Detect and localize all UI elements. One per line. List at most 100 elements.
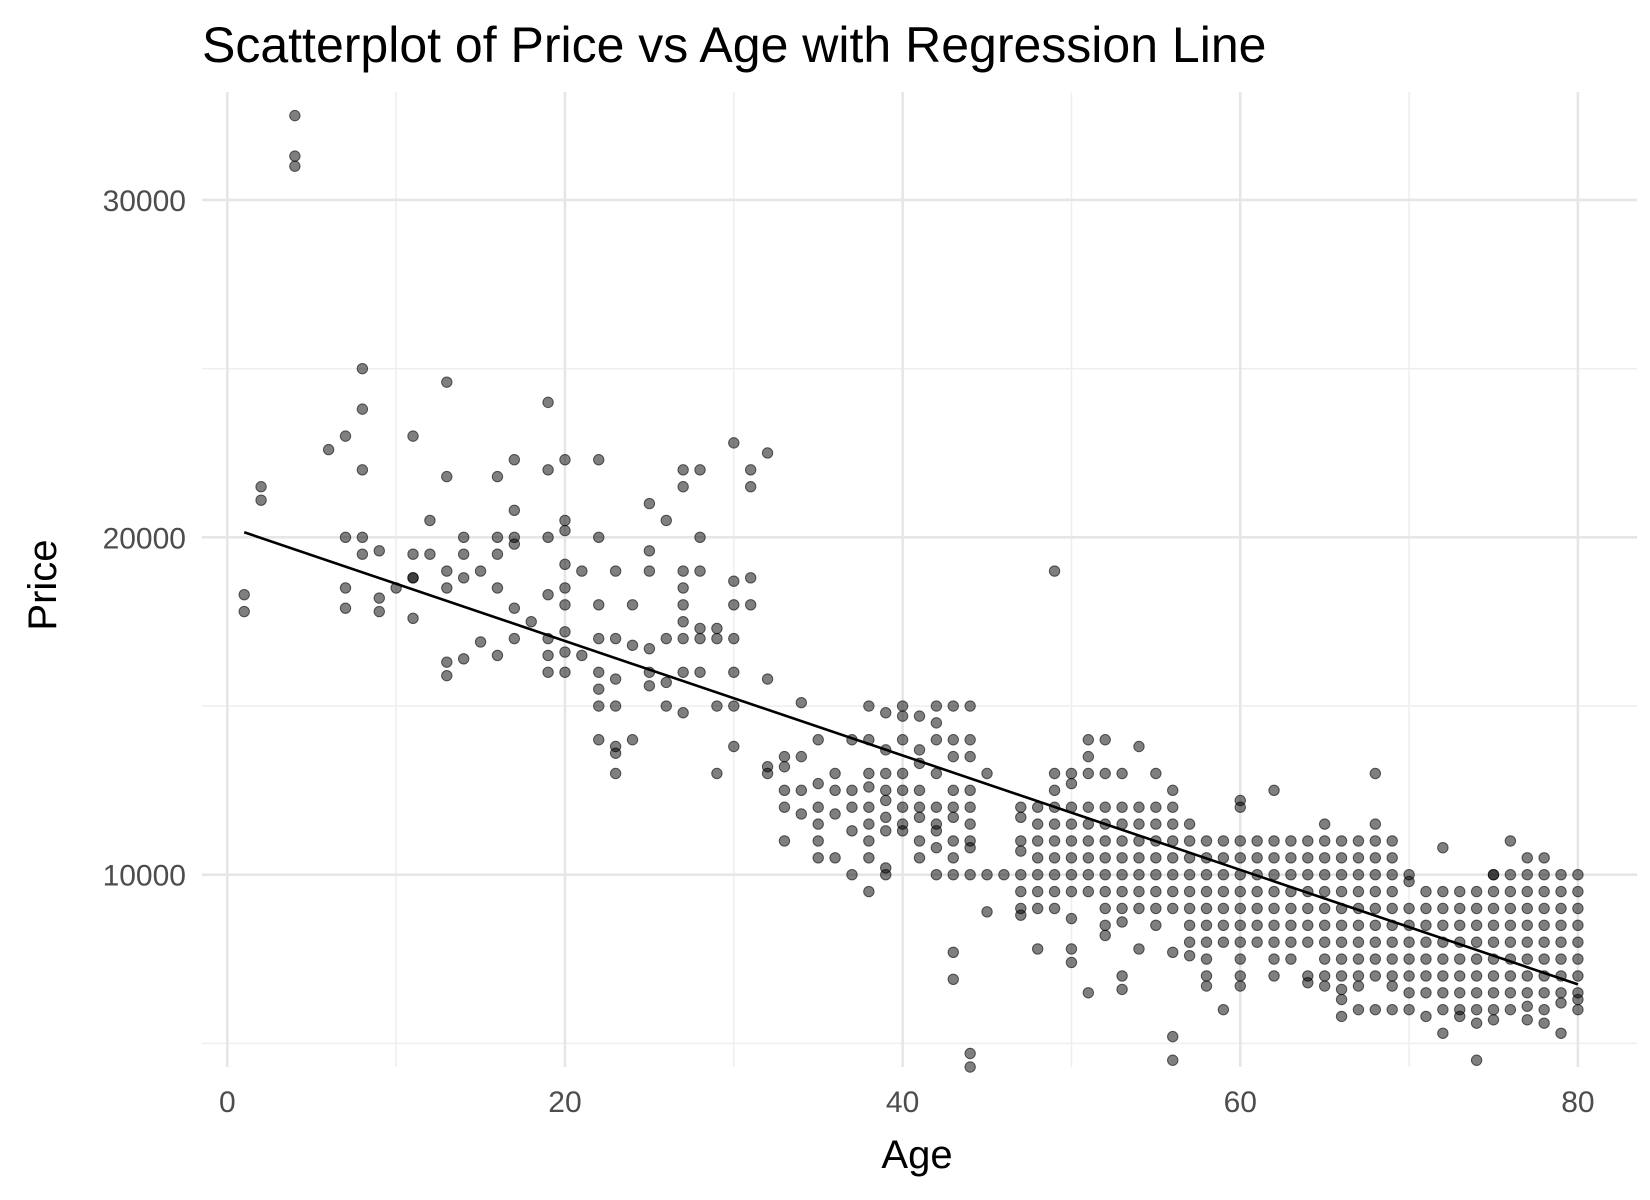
data-point <box>559 524 571 537</box>
data-point <box>1335 1010 1348 1023</box>
data-point <box>1116 801 1128 813</box>
data-point <box>1555 919 1567 932</box>
data-point <box>1048 852 1061 864</box>
data-point <box>1521 953 1533 965</box>
data-point <box>1437 987 1449 999</box>
data-point <box>1167 1054 1179 1066</box>
data-point <box>1335 983 1348 996</box>
data-point <box>1352 868 1365 881</box>
data-point <box>1470 970 1483 982</box>
data-point <box>1285 953 1297 965</box>
data-points <box>238 109 1584 1073</box>
data-point <box>846 801 858 813</box>
data-point <box>559 646 571 658</box>
data-point <box>1150 767 1162 780</box>
data-point <box>711 632 723 645</box>
data-point <box>1065 885 1078 898</box>
data-point <box>1234 801 1246 813</box>
data-point <box>964 750 976 763</box>
data-point <box>1420 919 1432 932</box>
data-point <box>289 160 301 172</box>
data-point <box>1217 1003 1230 1016</box>
data-point <box>1150 852 1162 864</box>
data-point <box>576 649 588 662</box>
data-point <box>407 612 419 624</box>
data-point <box>880 707 892 719</box>
data-point <box>339 602 352 614</box>
data-point <box>694 622 706 635</box>
data-point <box>981 906 993 918</box>
data-point <box>1183 835 1196 847</box>
data-point <box>559 558 571 571</box>
data-point <box>1031 943 1044 955</box>
data-point <box>1200 885 1213 898</box>
data-point <box>1183 818 1196 830</box>
data-point <box>1437 885 1449 898</box>
data-point <box>1302 919 1314 932</box>
data-point <box>1268 919 1280 932</box>
x-tick-label: 60 <box>1224 1086 1257 1119</box>
data-point <box>1369 767 1382 780</box>
data-point <box>1302 902 1314 915</box>
data-point <box>1521 1000 1533 1012</box>
data-point <box>474 636 487 648</box>
data-point <box>508 454 521 466</box>
data-point <box>609 700 622 712</box>
data-point <box>930 717 943 729</box>
data-point <box>1234 980 1246 992</box>
data-point <box>930 842 943 854</box>
data-point <box>1133 943 1145 955</box>
data-point <box>1031 852 1044 864</box>
data-point <box>1183 885 1196 898</box>
data-point <box>677 599 689 611</box>
data-point <box>728 599 740 611</box>
data-point <box>1487 902 1500 915</box>
data-point <box>947 946 959 958</box>
data-point <box>1352 936 1365 948</box>
data-point <box>289 109 301 122</box>
data-point <box>373 605 385 618</box>
data-point <box>1572 993 1584 1006</box>
data-point <box>1031 902 1044 915</box>
data-point <box>1082 852 1095 864</box>
data-point <box>1369 1003 1382 1016</box>
data-point <box>1454 970 1466 982</box>
data-point <box>1470 987 1483 999</box>
data-point <box>1200 902 1213 915</box>
data-point <box>542 396 554 409</box>
x-tick-label: 80 <box>1561 1086 1594 1119</box>
data-point <box>1251 885 1263 898</box>
data-point <box>1538 987 1550 999</box>
data-point <box>609 632 622 645</box>
data-point <box>1048 565 1061 577</box>
data-point <box>778 835 791 847</box>
data-point <box>1470 1017 1483 1029</box>
data-point <box>1386 970 1398 982</box>
data-point <box>1487 919 1500 932</box>
data-point <box>1335 953 1348 965</box>
data-point <box>947 734 959 746</box>
data-point <box>1200 953 1213 965</box>
data-point <box>1217 868 1230 881</box>
data-point <box>1437 1027 1449 1039</box>
data-point <box>930 868 943 881</box>
data-point <box>728 632 740 645</box>
data-point <box>947 750 959 763</box>
data-point <box>744 481 757 493</box>
data-point <box>1015 811 1027 824</box>
data-point <box>356 531 369 544</box>
data-point <box>1251 936 1263 948</box>
data-point <box>1504 902 1517 915</box>
data-point <box>677 666 689 678</box>
data-point <box>1369 835 1382 847</box>
data-point <box>457 572 470 584</box>
data-point <box>373 545 385 557</box>
data-point <box>1335 919 1348 932</box>
data-point <box>1572 936 1584 948</box>
data-point <box>441 582 453 594</box>
data-point <box>1116 983 1128 996</box>
data-point <box>1099 801 1111 813</box>
data-point <box>643 565 656 577</box>
data-point <box>1234 902 1246 915</box>
